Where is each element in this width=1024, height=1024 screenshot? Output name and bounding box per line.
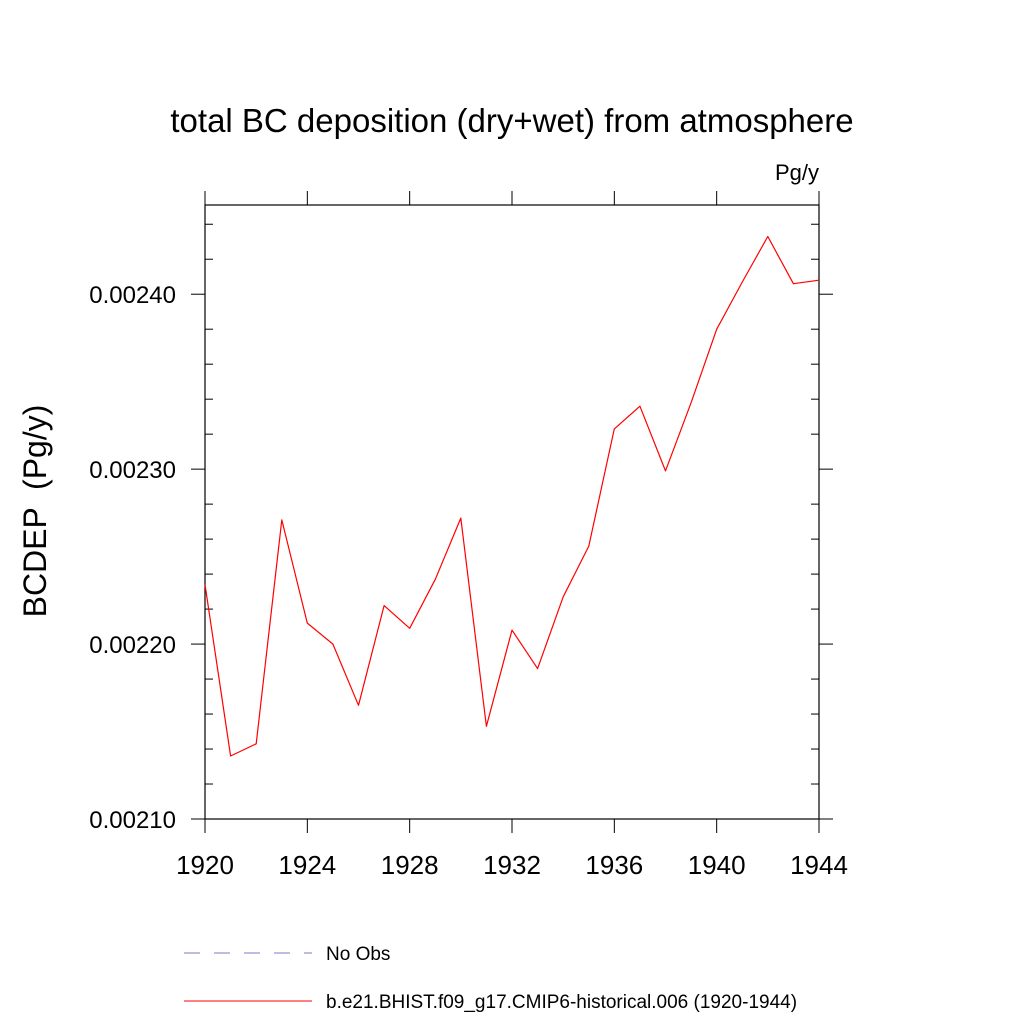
series-lines — [204, 235, 820, 757]
series-line — [204, 235, 820, 757]
x-tick-label: 1928 — [381, 850, 439, 880]
legend: No Obs b.e21.BHIST.f09_g17.CMIP6-historic… — [184, 944, 797, 1013]
units-label: Pg/y — [775, 160, 819, 185]
x-tick-label: 1924 — [278, 850, 336, 880]
y-axis-label: BCDEP (Pg/y) — [17, 405, 53, 618]
axis-ticks — [191, 191, 833, 833]
y-tick-label: 0.00230 — [89, 457, 176, 484]
chart-title: total BC deposition (dry+wet) from atmos… — [170, 102, 853, 139]
x-tick-label: 1944 — [790, 850, 848, 880]
x-tick-label: 1932 — [483, 850, 541, 880]
legend-label: b.e21.BHIST.f09_g17.CMIP6-historical.006… — [326, 992, 797, 1013]
legend-label: No Obs — [326, 944, 390, 965]
x-tick-label: 1936 — [585, 850, 643, 880]
x-tick-label: 1940 — [688, 850, 746, 880]
y-tick-label: 0.00210 — [89, 807, 176, 834]
x-tick-label: 1920 — [176, 850, 234, 880]
tick-labels: 1920 1924 1928 1932 1936 1940 1944 0.00210 0.002… — [89, 282, 848, 880]
y-tick-label: 0.00240 — [89, 282, 176, 309]
plot-frame — [204, 204, 820, 820]
y-tick-label: 0.00220 — [89, 632, 176, 659]
